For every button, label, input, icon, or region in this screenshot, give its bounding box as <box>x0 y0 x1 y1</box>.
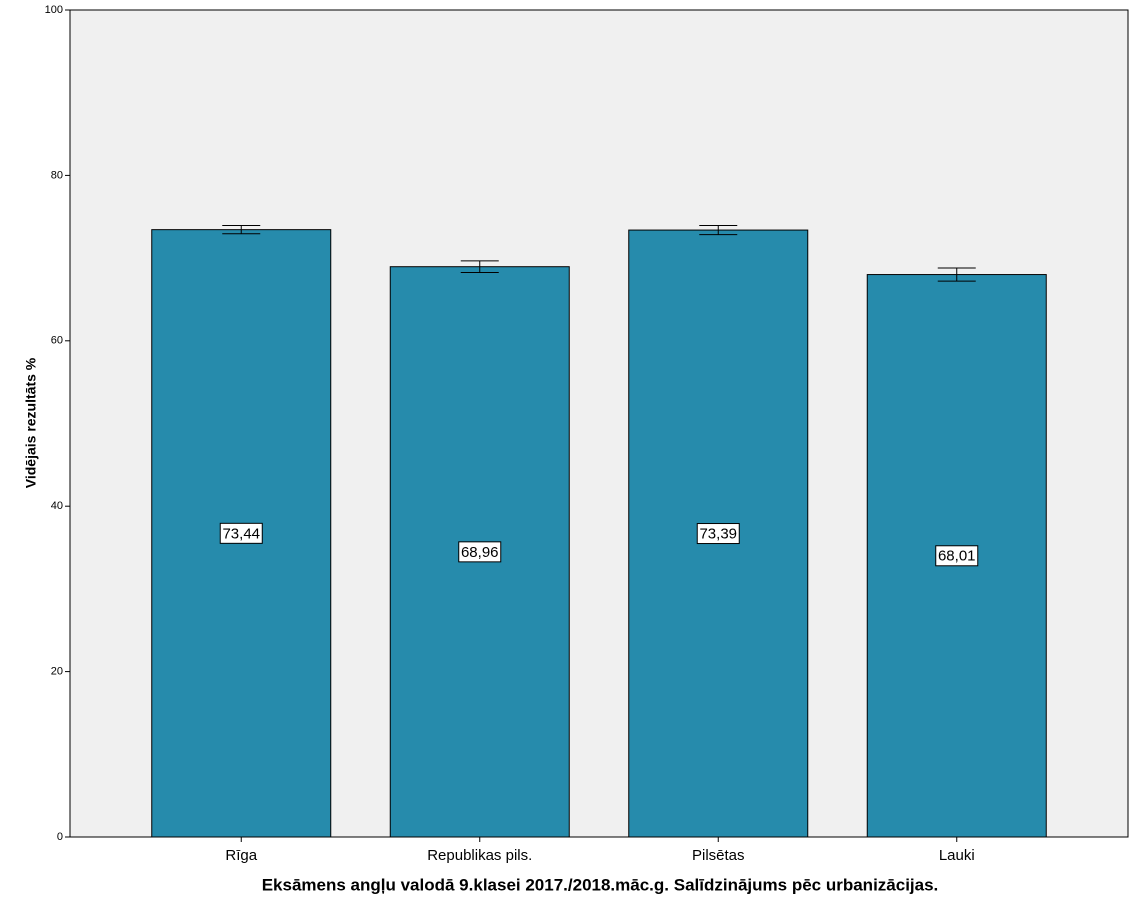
error-bar <box>699 225 738 236</box>
y-tick-label: 40 <box>51 500 63 512</box>
x-axis-title: Eksāmens angļu valodā 9.klasei 2017./201… <box>262 875 939 894</box>
x-tick-label: Rīga <box>225 847 257 864</box>
value-label: 68,96 <box>461 544 499 561</box>
value-label: 73,39 <box>699 526 737 543</box>
value-label-box <box>696 523 740 545</box>
y-tick-label: 100 <box>45 4 63 16</box>
value-label-box <box>219 522 263 544</box>
value-label: 68,01 <box>938 548 976 565</box>
x-tick-label: Lauki <box>939 847 975 864</box>
x-tick-label: Republikas pils. <box>427 847 532 864</box>
y-axis-title: Vidējais rezultāts % <box>23 357 39 488</box>
value-label-box <box>935 545 979 567</box>
x-tick-label: Pilsētas <box>692 847 745 864</box>
error-bar <box>460 260 499 273</box>
y-tick-label: 80 <box>51 169 63 181</box>
error-bar <box>222 225 261 235</box>
value-label: 73,44 <box>222 525 260 542</box>
value-label-box <box>458 541 502 563</box>
y-tick-label: 20 <box>51 666 63 678</box>
y-tick-label: 60 <box>51 335 63 347</box>
y-tick-label: 0 <box>57 831 63 843</box>
error-bar <box>937 267 976 282</box>
